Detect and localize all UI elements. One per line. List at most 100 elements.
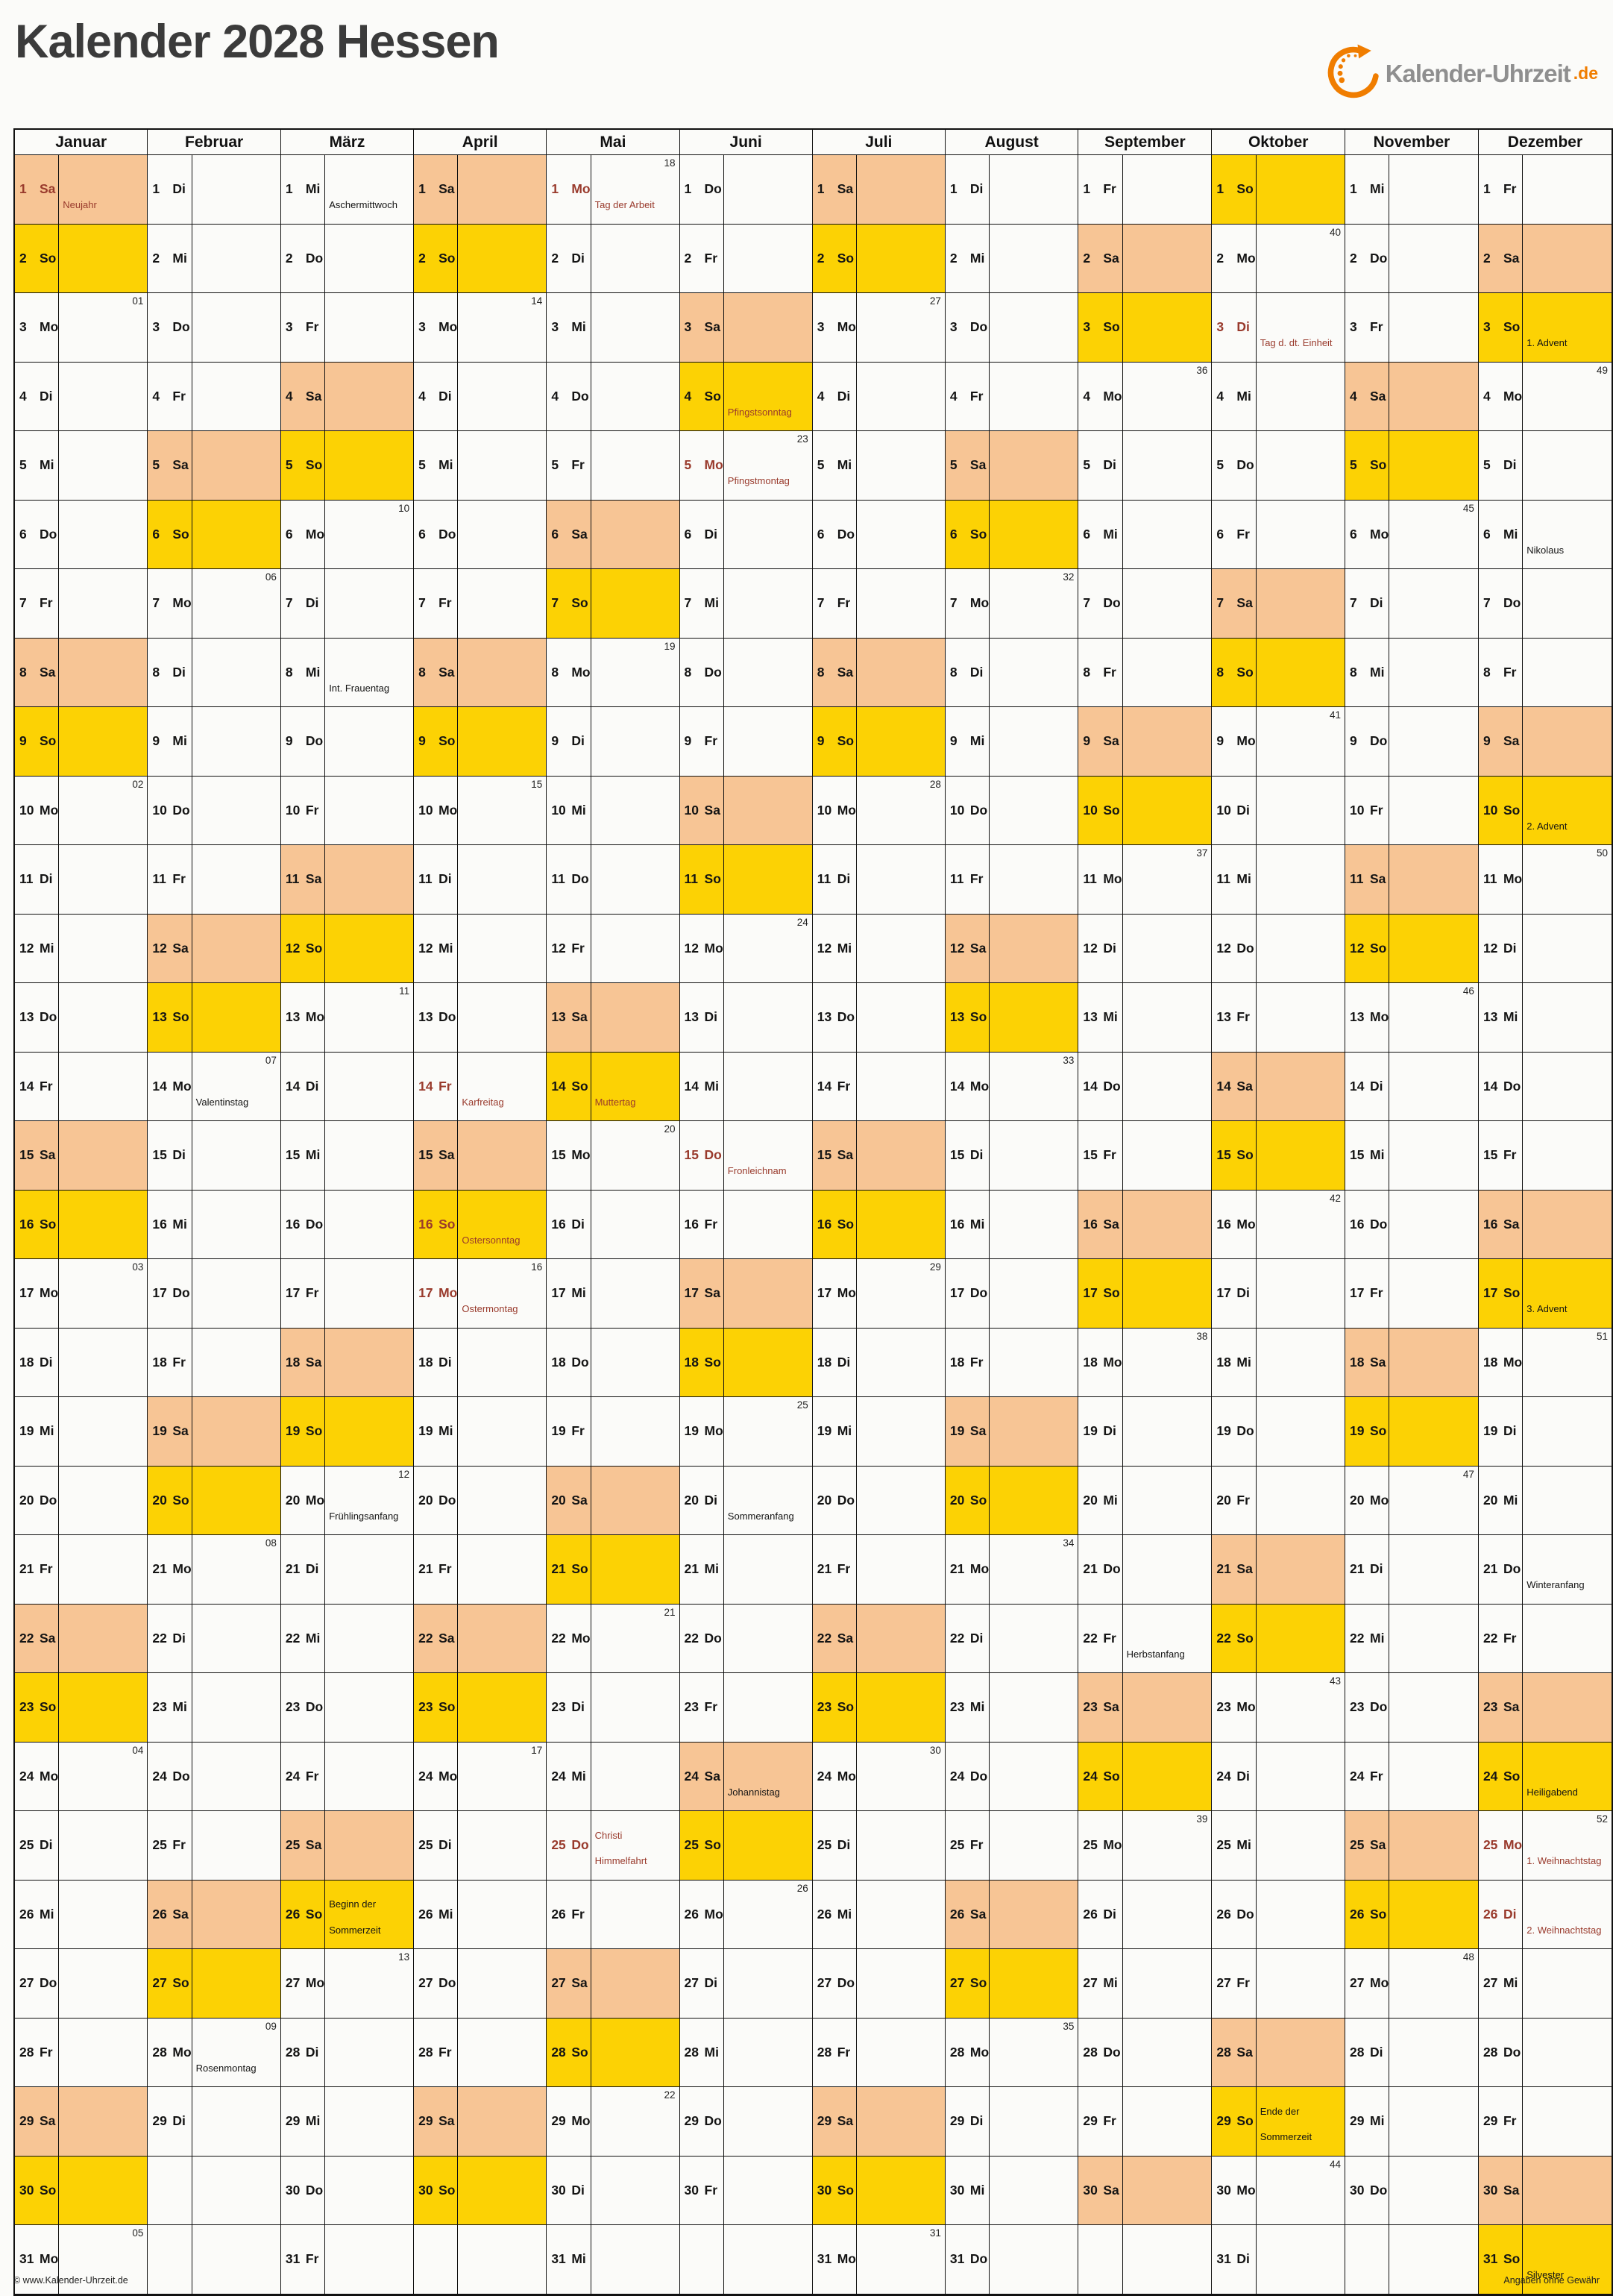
day-cell: 1 Sa	[413, 154, 459, 225]
weekday-abbrev: Mi	[969, 733, 985, 749]
weekday-abbrev: Mo	[1370, 526, 1389, 542]
day-number: 17	[1350, 1285, 1365, 1301]
weekday-abbrev: So	[1103, 319, 1120, 335]
day-cell: 24 Do	[944, 1741, 990, 1811]
week-number: 25	[796, 1399, 808, 1411]
weekday-abbrev: Do	[305, 1699, 324, 1715]
day-cell: 5 Do	[1211, 430, 1257, 501]
day-number: 2	[1482, 250, 1491, 266]
day-number: 14	[418, 1078, 433, 1094]
day-note-cell: Fronleichnam	[723, 1120, 813, 1191]
day-note-cell	[856, 1810, 946, 1881]
weekday-abbrev: So	[704, 871, 721, 887]
weekday-abbrev: Sa	[837, 2113, 854, 2129]
weekday-abbrev: Mi	[305, 1630, 321, 1646]
day-cell: 2 Do	[280, 223, 326, 293]
kalender-uhrzeit-logo[interactable]: Kalender-Uhrzeit .de	[1326, 43, 1598, 104]
day-cell: 16 Fr	[679, 1189, 724, 1259]
day-note-cell	[1122, 568, 1213, 639]
day-cell: 7 Do	[1477, 568, 1524, 639]
weekday-abbrev: Di	[1236, 802, 1250, 818]
weekday-abbrev: Fr	[1370, 1768, 1383, 1784]
day-number: 15	[1216, 1147, 1231, 1163]
week-number: 44	[1329, 2158, 1341, 2170]
day-note-cell: 36	[1122, 361, 1213, 431]
weekday-abbrev: Mo	[438, 802, 458, 818]
day-number: 22	[817, 1630, 832, 1646]
day-number: 6	[817, 526, 825, 542]
day-cell: 24 Fr	[1344, 1741, 1390, 1811]
day-note-cell	[324, 430, 415, 501]
weekday-abbrev: Do	[438, 1492, 456, 1508]
day-note-cell	[191, 1327, 281, 1397]
day-number: 18	[817, 1354, 832, 1370]
day-cell: 5 Sa	[147, 430, 192, 501]
day-cell: 17 Mo	[811, 1258, 858, 1329]
day-number: 5	[949, 457, 958, 473]
week-number: 03	[132, 1261, 144, 1273]
day-note-cell	[590, 499, 680, 569]
day-number: 23	[551, 1699, 566, 1715]
day-cell: 17 Mo	[13, 1258, 60, 1329]
day-number: 13	[285, 1009, 301, 1025]
day-number: 25	[152, 1837, 167, 1853]
day-number: 9	[285, 733, 293, 749]
day-note-cell: Nikolaus	[1522, 499, 1613, 569]
weekday-abbrev: Mi	[40, 1906, 54, 1922]
day-cell: 5 Mi	[413, 430, 459, 501]
day-cell: 12 Do	[1211, 913, 1257, 983]
weekday-abbrev: Di	[1503, 1423, 1517, 1439]
weekday-abbrev: Do	[438, 1009, 456, 1025]
day-cell: 4 Di	[13, 361, 60, 431]
day-note-cell	[723, 1189, 813, 1259]
day-number: 18	[551, 1354, 566, 1370]
day-cell: 10 So	[1078, 775, 1123, 845]
day-cell: 16 Di	[546, 1189, 591, 1259]
day-number: 25	[817, 1837, 832, 1853]
day-note-cell	[457, 2086, 547, 2157]
day-note-cell	[324, 775, 415, 845]
day-cell: 1 Do	[679, 154, 724, 225]
day-cell: 30 Sa	[1477, 2155, 1524, 2225]
day-note-cell	[1255, 1741, 1346, 1811]
day-number: 24	[152, 1768, 167, 1784]
day-number: 11	[551, 871, 565, 887]
day-number: 16	[152, 1216, 167, 1232]
weekday-abbrev: Mi	[438, 1423, 453, 1439]
weekday-abbrev: Di	[172, 1147, 186, 1163]
holiday-note: 2. Advent	[1526, 820, 1568, 832]
day-number: 29	[817, 2113, 832, 2129]
weekday-abbrev: Mi	[969, 250, 985, 266]
day-note-cell	[590, 1189, 680, 1259]
day-cell: 17 Mi	[546, 1258, 591, 1329]
day-number: 9	[152, 733, 160, 749]
day-cell: 22 Fr	[1477, 1603, 1524, 1673]
day-number: 7	[551, 595, 559, 611]
day-note-cell	[723, 844, 813, 915]
day-note-cell: 40	[1255, 223, 1346, 293]
day-note-cell: 37	[1122, 844, 1213, 915]
day-number: 10	[285, 802, 301, 818]
day-note-cell	[1522, 1120, 1613, 1191]
weekday-abbrev: Di	[1370, 2044, 1383, 2060]
day-number: 28	[1482, 2044, 1498, 2060]
weekday-abbrev: Do	[704, 664, 722, 680]
day-number: 20	[949, 1492, 965, 1508]
day-number: 24	[949, 1768, 965, 1784]
day-number: 26	[1350, 1906, 1365, 1922]
weekday-abbrev: Fr	[305, 1768, 319, 1784]
weekday-abbrev: So	[438, 2182, 456, 2198]
day-note-cell	[1122, 2155, 1213, 2225]
day-number: 6	[418, 526, 426, 542]
weekday-abbrev: So	[1503, 1768, 1521, 1784]
day-cell: 17 Do	[147, 1258, 192, 1329]
day-number: 29	[1083, 2113, 1098, 2129]
day-number: 21	[19, 1561, 34, 1577]
day-cell: 27 Do	[413, 1948, 459, 2019]
holiday-note: Tag d. dt. Einheit	[1260, 337, 1333, 349]
weekday-abbrev: Mo	[1236, 1216, 1256, 1232]
day-cell: 12 Sa	[147, 913, 192, 983]
weekday-abbrev: Mi	[1503, 526, 1518, 542]
day-note-cell	[1389, 637, 1479, 707]
day-note-cell	[590, 1327, 680, 1397]
